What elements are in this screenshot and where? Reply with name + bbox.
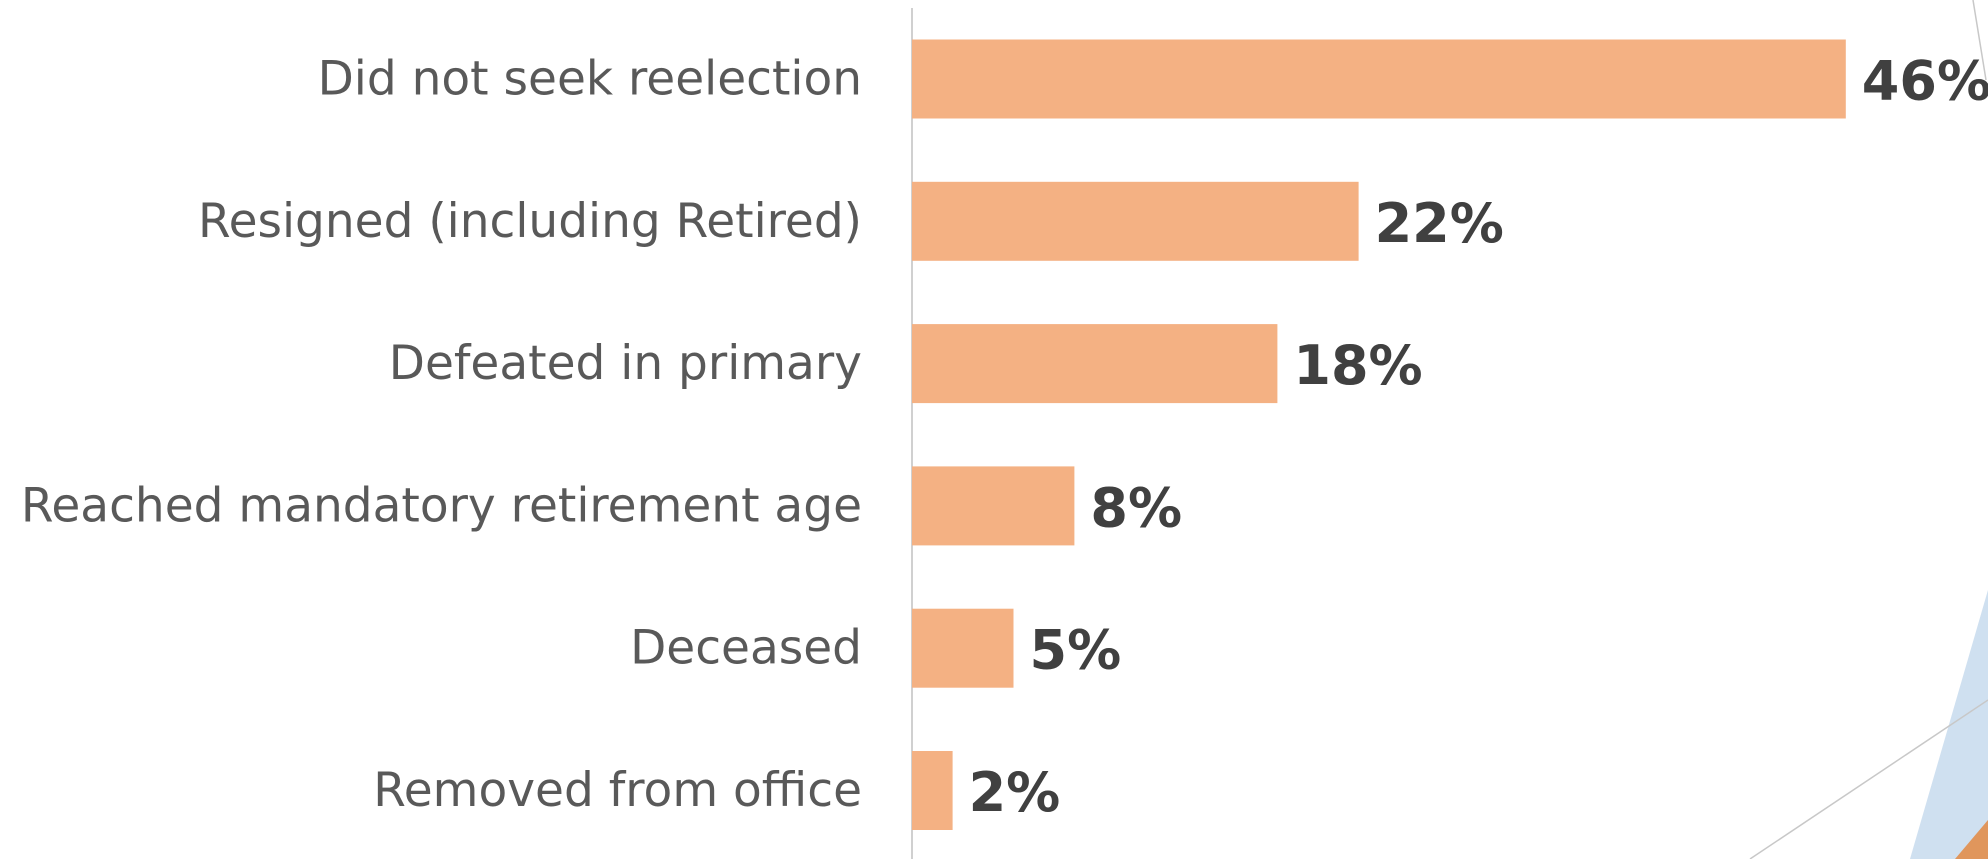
category-label: Deceased [630,621,862,676]
value-label: 2% [969,761,1061,824]
bar [912,181,1359,261]
bar [912,608,1014,688]
bar [912,751,953,830]
value-label: 46% [1862,50,1988,113]
background-shape [1910,590,1988,859]
category-label: Defeated in primary [389,336,862,391]
background-line [1972,0,1987,81]
bar [912,324,1278,404]
bar [912,466,1075,546]
background-line [1749,699,1988,859]
category-label: Resigned (including Retired) [198,194,862,249]
value-label: 22% [1375,192,1504,255]
background-shape [1955,820,1988,859]
category-label: Did not seek reelection [318,52,862,107]
value-label: 5% [1030,619,1122,682]
value-label: 18% [1293,334,1422,397]
decoration [1749,0,1988,859]
category-label: Reached mandatory retirement age [21,478,862,533]
bar [912,39,1846,119]
value-label: 8% [1090,476,1182,539]
category-label: Removed from office [373,763,862,818]
